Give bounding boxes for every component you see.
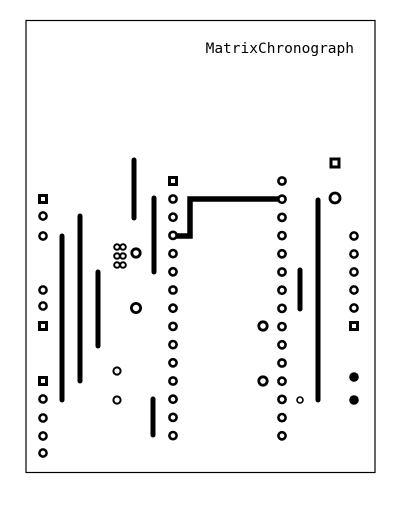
square-pad [329, 157, 341, 169]
round-pad [168, 412, 178, 423]
round-pad [277, 212, 287, 223]
round-pad [296, 396, 304, 404]
square-pad [38, 194, 48, 204]
round-pad [38, 394, 48, 404]
filled-pad [349, 372, 359, 382]
round-pad [168, 357, 178, 368]
round-pad [277, 412, 287, 423]
round-pad [168, 248, 178, 259]
round-pad [168, 339, 178, 350]
trace [173, 196, 282, 239]
round-pad [349, 267, 359, 277]
round-pad [277, 376, 287, 387]
round-pad [277, 194, 287, 205]
pad-layer [38, 157, 359, 458]
round-pad [277, 339, 287, 350]
square-pad [349, 321, 359, 331]
round-pad [349, 249, 359, 259]
round-pad [130, 247, 142, 259]
round-pad [277, 321, 287, 332]
round-pad [38, 413, 48, 423]
round-pad [119, 243, 127, 251]
round-pad [112, 366, 122, 376]
round-pad [168, 376, 178, 386]
round-pad [168, 394, 178, 405]
round-pad [277, 230, 287, 241]
round-pad [349, 303, 359, 313]
round-pad [168, 430, 178, 441]
round-pad [168, 321, 178, 332]
round-pad [168, 194, 178, 204]
round-pad [119, 261, 127, 269]
round-pad [349, 231, 359, 241]
square-pad [168, 176, 178, 186]
round-pad [277, 285, 287, 296]
round-pad [38, 431, 48, 441]
round-pad [277, 267, 287, 277]
round-pad [277, 303, 287, 314]
round-pad [277, 430, 287, 441]
round-pad [112, 395, 122, 405]
round-pad [113, 252, 121, 260]
round-pad [38, 448, 48, 458]
board-outline [25, 19, 376, 474]
square-pad [38, 321, 48, 331]
round-pad [168, 303, 178, 314]
round-pad [129, 301, 142, 314]
trace-layer [59, 157, 321, 438]
round-pad [257, 320, 269, 332]
board-title: MatrixChronograph [206, 41, 354, 57]
square-pad [38, 376, 48, 386]
round-pad [113, 243, 121, 251]
round-pad [257, 375, 269, 387]
round-pad [328, 191, 342, 205]
round-pad [113, 261, 121, 269]
round-pad [168, 285, 178, 295]
round-pad [277, 358, 287, 368]
round-pad [277, 248, 287, 259]
round-pad [38, 301, 48, 311]
filled-pad [349, 395, 359, 405]
round-pad [168, 266, 178, 277]
round-pad [277, 394, 287, 405]
round-pad [38, 211, 48, 221]
round-pad [38, 231, 48, 241]
round-pad [38, 285, 48, 295]
round-pad [349, 285, 359, 295]
round-pad [168, 230, 178, 241]
round-pad [277, 176, 287, 186]
round-pad [119, 252, 127, 260]
round-pad [168, 212, 178, 223]
